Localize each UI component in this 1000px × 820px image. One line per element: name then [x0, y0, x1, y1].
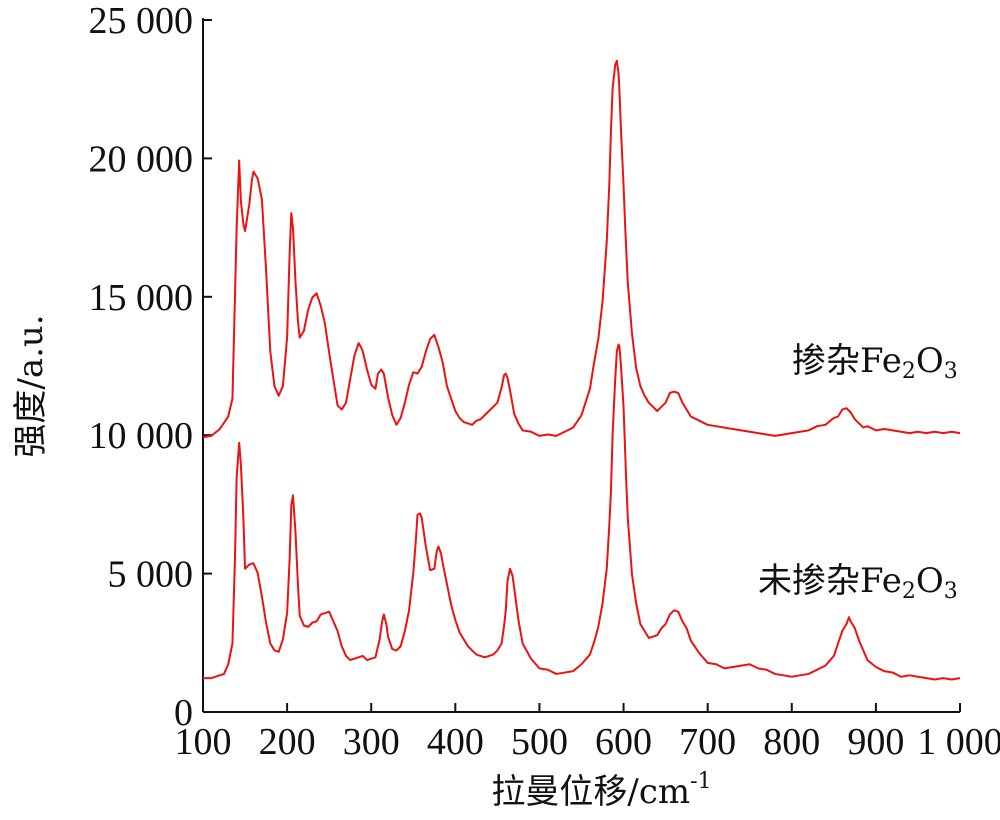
series-label-sub: 3 — [944, 359, 958, 384]
y-ticks: 0 5 000 10 000 15 000 20 000 25 000 — [89, 0, 212, 734]
y-tick-label: 20 000 — [89, 138, 194, 180]
y-tick-label: 15 000 — [89, 277, 194, 319]
y-tick-label: 10 000 — [89, 415, 194, 457]
x-tick-label: 600 — [595, 721, 652, 763]
x-tick-label: 700 — [679, 721, 736, 763]
x-tick-label: 800 — [763, 721, 820, 763]
series-label-main: 掺杂Fe — [792, 341, 902, 381]
x-axis-title-text: 拉曼位移/cm — [491, 772, 690, 812]
y-tick-label: 25 000 — [89, 0, 194, 42]
series-group — [202, 59, 961, 681]
x-ticks: 100 200 300 400 500 600 700 800 900 1 000 — [175, 703, 1000, 763]
series-line-1 — [203, 343, 961, 681]
x-tick-label: 900 — [847, 721, 904, 763]
series-label-element: O — [916, 341, 944, 381]
series-label-sub: 2 — [902, 579, 916, 604]
series-label-0: 掺杂Fe2O3 — [792, 341, 958, 384]
x-tick-label: 300 — [343, 721, 400, 763]
x-tick-label: 200 — [259, 721, 316, 763]
series-label-sub: 2 — [902, 359, 916, 384]
series-label-element: O — [916, 561, 944, 601]
x-tick-label: 400 — [427, 721, 484, 763]
y-tick-label: 0 — [174, 692, 193, 734]
x-tick-label: 100 — [175, 721, 232, 763]
series-label-sub: 3 — [944, 579, 958, 604]
x-axis-title: 拉曼位移/cm-1 — [491, 769, 711, 812]
series-line-0 — [202, 59, 961, 439]
x-tick-label: 1 000 — [917, 721, 1000, 763]
y-tick-label: 5 000 — [108, 554, 194, 596]
series-label-1: 未掺杂Fe2O3 — [758, 561, 958, 604]
x-tick-label: 500 — [511, 721, 568, 763]
x-axis-title-sup: -1 — [690, 769, 711, 794]
series-label-main: 未掺杂Fe — [758, 561, 902, 601]
axes: 0 5 000 10 000 15 000 20 000 25 000 100 200 300… — [89, 0, 1000, 763]
y-axis-title: 强度/a.u. — [11, 314, 51, 457]
